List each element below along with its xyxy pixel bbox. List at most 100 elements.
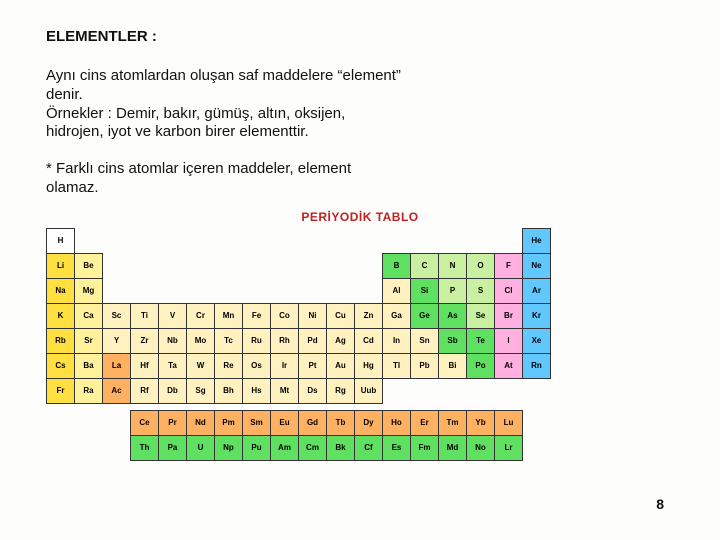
element-cell: Mn <box>215 303 243 328</box>
element-cell: Bi <box>439 353 467 378</box>
element-cell: Mg <box>75 278 103 303</box>
element-cell: Ar <box>523 278 551 303</box>
element-cell: Ac <box>103 378 131 403</box>
element-cell: Hs <box>243 378 271 403</box>
element-cell: Rh <box>271 328 299 353</box>
element-cell: Se <box>467 303 495 328</box>
element-cell: Po <box>467 353 495 378</box>
element-cell: O <box>467 253 495 278</box>
element-cell: N <box>439 253 467 278</box>
element-cell: W <box>187 353 215 378</box>
element-cell: Tb <box>327 410 355 435</box>
element-cell: Fr <box>47 378 75 403</box>
element-cell: Pu <box>243 435 271 460</box>
element-cell: Kr <box>523 303 551 328</box>
slide: ELEMENTLER : Aynı cins atomlardan oluşan… <box>0 0 720 461</box>
element-cell: No <box>467 435 495 460</box>
element-cell: At <box>495 353 523 378</box>
element-cell: Ta <box>159 353 187 378</box>
element-cell: F <box>495 253 523 278</box>
element-cell: Ba <box>75 353 103 378</box>
periodic-table: PERİYODİK TABLO HHeLiBeBCNOFNeNaMgAlSiPS… <box>46 210 674 461</box>
element-cell: Ge <box>411 303 439 328</box>
element-cell: Sn <box>411 328 439 353</box>
element-cell: S <box>467 278 495 303</box>
element-cell: Cm <box>299 435 327 460</box>
element-cell: Ti <box>131 303 159 328</box>
element-cell: Ne <box>523 253 551 278</box>
element-cell: Pt <box>299 353 327 378</box>
element-cell: Sr <box>75 328 103 353</box>
element-cell: Be <box>75 253 103 278</box>
element-cell: Rb <box>47 328 75 353</box>
element-cell: La <box>103 353 131 378</box>
element-cell: Br <box>495 303 523 328</box>
element-cell: Mt <box>271 378 299 403</box>
element-cell: Np <box>215 435 243 460</box>
element-cell: Mo <box>187 328 215 353</box>
element-cell: Ca <box>75 303 103 328</box>
element-cell: Te <box>467 328 495 353</box>
element-cell: Sg <box>187 378 215 403</box>
element-cell: Xe <box>523 328 551 353</box>
element-cell: Zn <box>355 303 383 328</box>
periodic-table-title: PERİYODİK TABLO <box>46 210 674 224</box>
element-cell: Rf <box>131 378 159 403</box>
element-cell: In <box>383 328 411 353</box>
heading: ELEMENTLER : <box>46 28 674 45</box>
element-cell: Ga <box>383 303 411 328</box>
element-cell: Pr <box>159 410 187 435</box>
element-cell: Si <box>411 278 439 303</box>
element-cell: Cr <box>187 303 215 328</box>
element-cell: Na <box>47 278 75 303</box>
element-cell: Os <box>243 353 271 378</box>
element-cell: Cd <box>355 328 383 353</box>
element-cell: H <box>47 228 75 253</box>
element-cell: Al <box>383 278 411 303</box>
element-cell: Sm <box>243 410 271 435</box>
element-cell: Pm <box>215 410 243 435</box>
element-cell: Tm <box>439 410 467 435</box>
element-cell: Sc <box>103 303 131 328</box>
element-cell: Au <box>327 353 355 378</box>
element-cell: Db <box>159 378 187 403</box>
element-cell: Ag <box>327 328 355 353</box>
element-cell: Rg <box>327 378 355 403</box>
element-cell: Ni <box>299 303 327 328</box>
element-cell: Nd <box>187 410 215 435</box>
element-cell: Ir <box>271 353 299 378</box>
element-cell: Dy <box>355 410 383 435</box>
element-cell: Tl <box>383 353 411 378</box>
element-cell: Ra <box>75 378 103 403</box>
element-cell: Co <box>271 303 299 328</box>
element-cell: Y <box>103 328 131 353</box>
element-cell: Ho <box>383 410 411 435</box>
element-cell: Th <box>131 435 159 460</box>
element-cell: Tc <box>215 328 243 353</box>
element-cell: Lr <box>495 435 523 460</box>
element-cell: Am <box>271 435 299 460</box>
element-cell: Pd <box>299 328 327 353</box>
element-cell: I <box>495 328 523 353</box>
element-cell: Fm <box>411 435 439 460</box>
element-cell: U <box>187 435 215 460</box>
element-cell: Er <box>411 410 439 435</box>
element-cell: Bh <box>215 378 243 403</box>
element-cell: V <box>159 303 187 328</box>
element-cell: Cf <box>355 435 383 460</box>
element-cell: Re <box>215 353 243 378</box>
element-cell: Bk <box>327 435 355 460</box>
element-cell: Yb <box>467 410 495 435</box>
element-cell: Ds <box>299 378 327 403</box>
element-cell: Ce <box>131 410 159 435</box>
element-cell: Zr <box>131 328 159 353</box>
element-cell: Cu <box>327 303 355 328</box>
element-cell: P <box>439 278 467 303</box>
element-cell: Sb <box>439 328 467 353</box>
element-cell: Hg <box>355 353 383 378</box>
note-paragraph: * Farklı cins atomlar içeren maddeler, e… <box>46 160 406 198</box>
element-cell: Pb <box>411 353 439 378</box>
element-cell: Nb <box>159 328 187 353</box>
element-cell: B <box>383 253 411 278</box>
definition-paragraph: Aynı cins atomlardan oluşan saf maddeler… <box>46 67 406 142</box>
